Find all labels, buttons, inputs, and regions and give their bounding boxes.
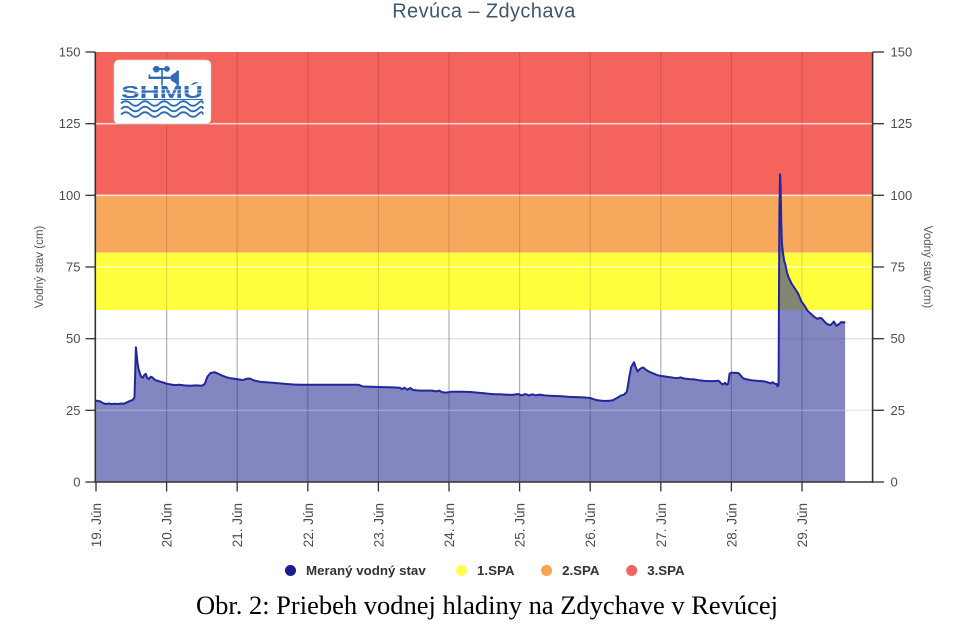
svg-text:SHMÚ: SHMÚ [121, 81, 203, 102]
svg-text:Revúca – Zdychava: Revúca – Zdychava [392, 1, 576, 23]
svg-text:150: 150 [59, 45, 81, 60]
svg-text:20. Jún: 20. Jún [160, 503, 175, 547]
svg-text:27. Jún: 27. Jún [654, 503, 669, 547]
svg-text:0: 0 [73, 475, 80, 490]
svg-text:100: 100 [891, 188, 913, 203]
svg-text:28. Jún: 28. Jún [724, 503, 739, 547]
svg-text:23. Jún: 23. Jún [371, 503, 386, 547]
svg-text:25. Jún: 25. Jún [513, 503, 528, 547]
svg-text:100: 100 [59, 188, 81, 203]
svg-text:26. Jún: 26. Jún [583, 503, 598, 547]
svg-text:19. Jún: 19. Jún [89, 503, 104, 547]
svg-text:3.SPA: 3.SPA [647, 563, 685, 578]
svg-text:2.SPA: 2.SPA [562, 563, 600, 578]
svg-text:125: 125 [59, 116, 81, 131]
svg-text:Meraný vodný stav: Meraný vodný stav [306, 563, 426, 578]
svg-text:75: 75 [66, 260, 80, 275]
svg-text:Vodný stav (cm): Vodný stav (cm) [921, 226, 933, 309]
svg-text:Vodný stav (cm): Vodný stav (cm) [34, 226, 46, 309]
svg-text:29. Jún: 29. Jún [795, 503, 810, 547]
svg-text:75: 75 [891, 260, 905, 275]
svg-text:25: 25 [66, 403, 80, 418]
svg-text:0: 0 [891, 475, 898, 490]
svg-text:25: 25 [891, 403, 905, 418]
svg-text:22. Jún: 22. Jún [301, 503, 316, 547]
svg-text:50: 50 [66, 331, 80, 346]
svg-text:21. Jún: 21. Jún [230, 503, 245, 547]
svg-text:125: 125 [891, 116, 913, 131]
svg-text:50: 50 [891, 331, 905, 346]
svg-text:150: 150 [891, 45, 913, 60]
svg-text:1.SPA: 1.SPA [477, 563, 515, 578]
svg-text:Obr. 2: Priebeh vodnej hladiny: Obr. 2: Priebeh vodnej hladiny na Zdycha… [196, 590, 778, 620]
svg-text:24. Jún: 24. Jún [442, 503, 457, 547]
